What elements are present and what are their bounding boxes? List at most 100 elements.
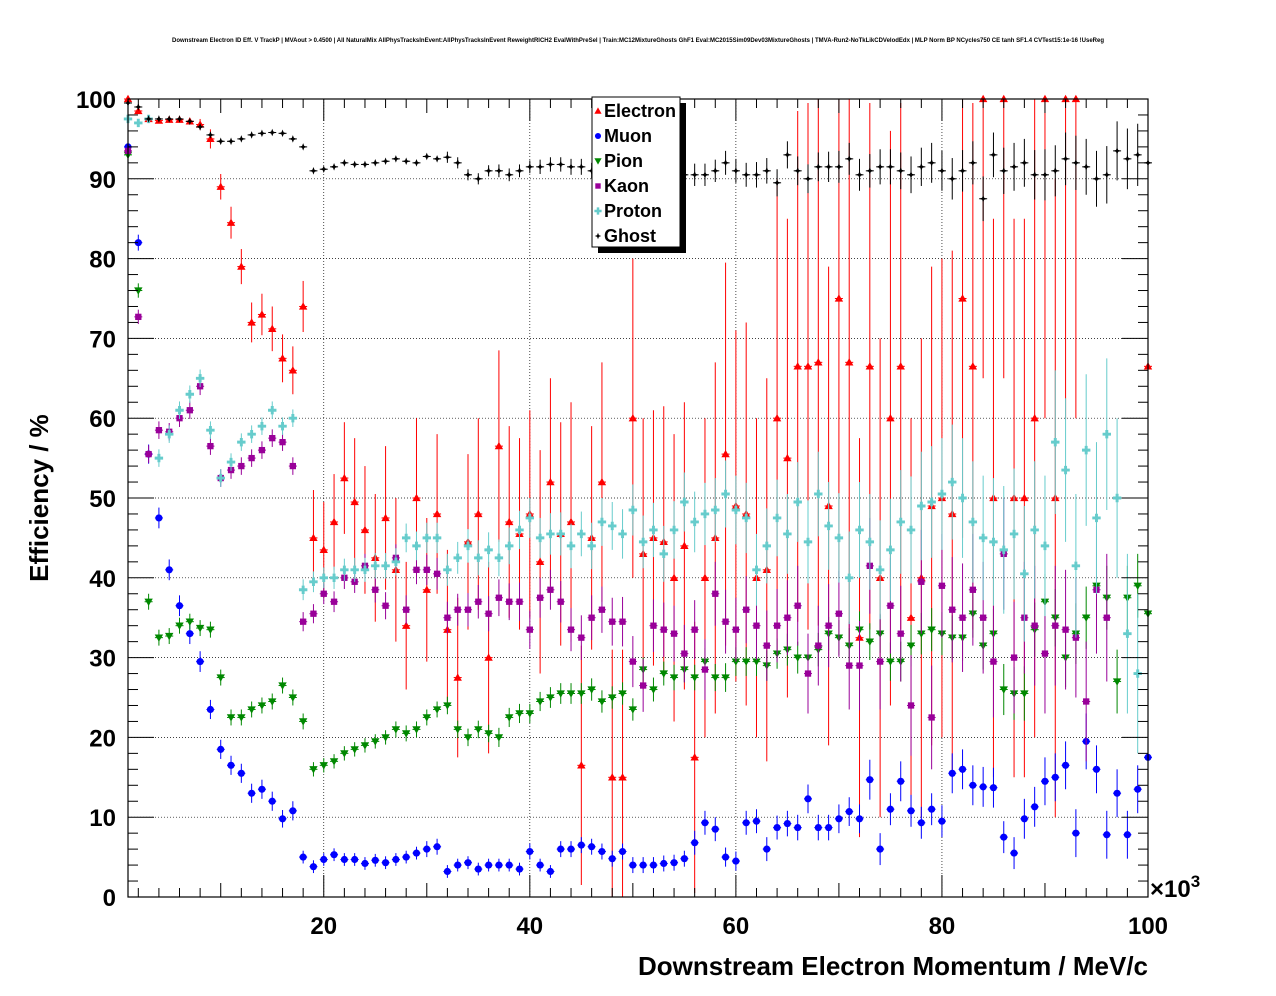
electron-point xyxy=(865,362,875,370)
proton-point xyxy=(978,533,988,543)
kaon-point xyxy=(825,622,832,629)
kaon-point xyxy=(279,438,286,446)
kaon-point xyxy=(629,658,636,665)
ghost-point xyxy=(330,163,338,171)
kaon-point xyxy=(547,586,554,593)
muon-point xyxy=(1010,849,1018,857)
muon-point xyxy=(825,824,833,832)
ghost-point xyxy=(793,167,802,175)
ghost-point xyxy=(247,131,256,139)
proton-point xyxy=(422,533,431,543)
proton-point xyxy=(237,437,246,447)
pion-point xyxy=(154,634,164,642)
kaon-point xyxy=(1031,622,1038,629)
ghost-point xyxy=(392,155,400,163)
electron-point xyxy=(546,477,555,486)
kaon-point xyxy=(835,610,843,617)
ghost-point xyxy=(1092,175,1101,183)
muon-point xyxy=(485,861,493,869)
legend: Electron Muon Pion Kaon Proton Ghost xyxy=(591,96,686,253)
electron-point xyxy=(288,366,298,374)
pion-point xyxy=(185,618,195,626)
muon-point xyxy=(845,808,853,816)
muon-point xyxy=(804,795,812,803)
ghost-point xyxy=(1041,171,1049,179)
kaon-point xyxy=(918,578,925,585)
ghost-point xyxy=(340,159,349,167)
pion-point xyxy=(628,706,638,714)
kaon-point xyxy=(650,622,657,629)
ghost-point xyxy=(495,167,503,175)
y-tick-label: 100 xyxy=(76,87,116,114)
muon-point xyxy=(886,805,894,813)
ghost-point xyxy=(361,160,369,169)
electron-point xyxy=(772,414,782,422)
ghost-point xyxy=(1051,167,1060,175)
ghost-point xyxy=(268,128,277,137)
ghost-point xyxy=(196,123,204,131)
kaon-point xyxy=(938,582,946,589)
pion-point xyxy=(886,658,895,666)
proton-point xyxy=(371,561,380,571)
electron-point xyxy=(257,310,267,318)
pion-point xyxy=(927,626,936,634)
muon-point xyxy=(361,859,369,868)
electron-point xyxy=(237,262,246,270)
proton-point xyxy=(412,541,421,551)
ghost-point xyxy=(969,159,977,167)
proton-point xyxy=(329,573,339,582)
kaon-point xyxy=(382,602,389,609)
kaon-point xyxy=(372,586,379,593)
ghost-point xyxy=(824,163,833,171)
muon-point xyxy=(371,856,379,864)
ghost-point xyxy=(319,165,328,174)
muon-point xyxy=(660,859,668,868)
kaon-point xyxy=(557,598,564,605)
proton-point xyxy=(381,561,390,571)
ghost-point xyxy=(412,159,421,167)
kaon-point xyxy=(433,570,441,577)
x-multiplier-exponent: 3 xyxy=(1191,872,1200,891)
kaon-point xyxy=(1010,654,1018,661)
y-tick-label: 40 xyxy=(89,566,116,593)
muon-point xyxy=(979,783,987,791)
ghost-point xyxy=(402,157,410,166)
muon-point xyxy=(248,789,256,797)
ghost-point xyxy=(701,171,709,179)
kaon-point xyxy=(784,614,791,621)
ghost-point xyxy=(515,167,524,175)
muon-point xyxy=(588,843,596,851)
kaon-point xyxy=(640,682,647,689)
muon-point xyxy=(268,797,276,805)
pion-point xyxy=(731,658,741,666)
legend-label-kaon: Kaon xyxy=(604,176,649,196)
ghost-point xyxy=(309,167,318,175)
electron-point xyxy=(505,517,514,526)
proton-point xyxy=(1081,445,1091,455)
muon-point xyxy=(546,867,554,876)
muon-point xyxy=(278,815,287,823)
muon-point xyxy=(989,784,998,792)
pion-point xyxy=(999,686,1008,694)
pion-point xyxy=(206,626,215,634)
electron-point xyxy=(309,533,318,542)
kaon-point xyxy=(897,630,904,637)
muon-point xyxy=(773,824,781,832)
proton-point xyxy=(432,533,442,543)
proton-point xyxy=(257,421,267,431)
proton-point xyxy=(999,545,1008,555)
pion-point xyxy=(381,734,390,742)
x-axis-label: Downstream Electron Momentum / MeV/c xyxy=(638,951,1148,981)
ghost-point xyxy=(917,163,926,171)
muon-point xyxy=(969,781,977,789)
ghost-point xyxy=(1113,147,1121,155)
muon-point xyxy=(412,849,421,857)
proton-point xyxy=(1112,493,1122,503)
proton-point xyxy=(814,489,823,499)
muon-point xyxy=(763,845,771,853)
kaon-point xyxy=(258,446,266,454)
electron-point xyxy=(669,573,679,581)
proton-point xyxy=(618,529,627,539)
pion-point xyxy=(649,686,658,694)
ghost-point xyxy=(1103,171,1111,179)
